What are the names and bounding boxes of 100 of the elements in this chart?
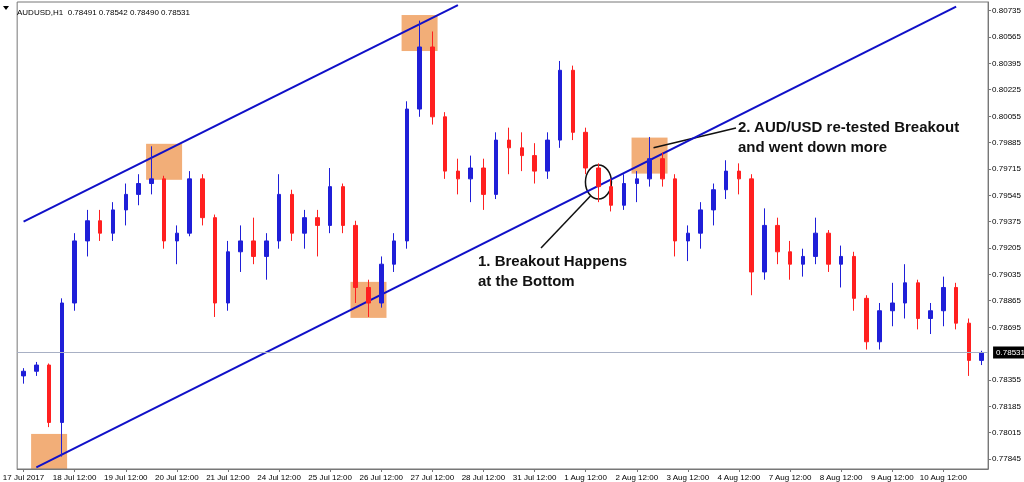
y-tick-label: 0.78185 bbox=[992, 401, 1022, 411]
candlestick bbox=[916, 279, 920, 330]
x-tick-label: 1 Aug 12:00 bbox=[564, 472, 608, 482]
candlestick bbox=[417, 20, 422, 118]
candlestick bbox=[890, 282, 895, 327]
candlestick bbox=[749, 173, 754, 296]
candlestick bbox=[826, 229, 831, 273]
candlestick bbox=[213, 214, 217, 318]
candlestick bbox=[238, 224, 243, 273]
candlestick bbox=[379, 255, 384, 309]
candlestick bbox=[647, 136, 652, 188]
y-tick-label: 0.80055 bbox=[992, 111, 1022, 121]
x-tick-label: 18 Jul 12:00 bbox=[52, 472, 97, 482]
x-tick-label: 7 Aug 12:00 bbox=[768, 472, 812, 482]
y-tick-label: 0.79375 bbox=[992, 217, 1022, 227]
candlestick bbox=[558, 60, 562, 149]
candlestick bbox=[583, 127, 588, 175]
y-tick-label: 0.79205 bbox=[992, 243, 1022, 253]
x-tick-label: 21 Jul 12:00 bbox=[206, 472, 251, 482]
annotation: 1. Breakout Happens at the Bottom bbox=[478, 251, 632, 289]
candlestick bbox=[468, 155, 473, 203]
x-tick-label: 9 Aug 12:00 bbox=[870, 472, 915, 482]
y-tick-label: 0.78695 bbox=[992, 322, 1022, 332]
candlestick bbox=[187, 170, 192, 237]
candlestick bbox=[609, 178, 613, 212]
candlestick bbox=[775, 217, 780, 265]
candlestick bbox=[366, 279, 371, 318]
annotation: 2. AUD/USD re-tested Breakout and went down more bbox=[738, 117, 964, 155]
candlestick bbox=[622, 173, 626, 211]
x-tick-label: 26 Jul 12:00 bbox=[359, 472, 404, 482]
candlestick bbox=[852, 251, 856, 312]
candlestick bbox=[175, 224, 179, 265]
candlestick bbox=[941, 276, 946, 327]
ref-line-label: 0.78531 bbox=[996, 347, 1024, 357]
candlestick bbox=[341, 183, 345, 234]
candlestick bbox=[711, 183, 716, 226]
candlestick bbox=[494, 131, 498, 200]
x-tick-label: 19 Jul 12:00 bbox=[103, 472, 149, 482]
y-tick-label: 0.79885 bbox=[992, 137, 1022, 147]
candlestick bbox=[788, 240, 792, 281]
candlestick bbox=[596, 162, 601, 203]
candlestick bbox=[34, 361, 39, 377]
candlestick bbox=[392, 232, 396, 273]
candlestick bbox=[124, 183, 128, 226]
candlestick bbox=[967, 318, 971, 377]
candlestick bbox=[801, 248, 805, 278]
candlestick bbox=[98, 209, 102, 242]
candlestick bbox=[315, 209, 320, 257]
candlestick bbox=[877, 302, 882, 351]
candlestick bbox=[520, 131, 524, 172]
candlestick bbox=[21, 367, 26, 385]
candlestick bbox=[864, 294, 869, 351]
candlestick bbox=[277, 173, 281, 250]
candlestick bbox=[813, 217, 818, 265]
x-tick-label: 27 Jul 12:00 bbox=[410, 472, 455, 482]
candlestick bbox=[762, 207, 767, 281]
y-tick-label: 0.80565 bbox=[992, 32, 1022, 42]
candlestick bbox=[353, 220, 358, 304]
x-tick-label: 17 Jul 2017 bbox=[2, 472, 45, 482]
x-tick-label: 2 Aug 12:00 bbox=[615, 472, 659, 482]
x-tick-label: 28 Jul 12:00 bbox=[461, 472, 506, 482]
candlestick bbox=[737, 162, 741, 195]
candlestick bbox=[328, 167, 332, 234]
candlestick bbox=[149, 145, 154, 195]
x-tick-label: 20 Jul 12:00 bbox=[155, 472, 200, 482]
candlestick bbox=[698, 201, 703, 250]
x-tick-label: 3 Aug 12:00 bbox=[666, 472, 710, 482]
candlestick bbox=[251, 217, 256, 265]
candlestick bbox=[47, 363, 51, 428]
candlestick bbox=[200, 173, 205, 226]
x-tick-label: 8 Aug 12:00 bbox=[819, 472, 864, 482]
y-tick-label: 0.79035 bbox=[992, 269, 1022, 279]
candlestick bbox=[111, 201, 115, 242]
y-tick-label: 0.77845 bbox=[992, 454, 1022, 464]
candlestick bbox=[456, 158, 460, 195]
candlestick bbox=[660, 152, 665, 188]
y-tick-label: 0.80735 bbox=[992, 6, 1022, 16]
y-tick-label: 0.80395 bbox=[992, 58, 1022, 68]
candlestick bbox=[903, 263, 907, 320]
y-tick-label: 0.79715 bbox=[992, 164, 1022, 174]
x-tick-label: 25 Jul 12:00 bbox=[308, 472, 353, 482]
candlestick bbox=[686, 224, 690, 262]
candlestick bbox=[443, 111, 447, 180]
text: AUDUSD,H1 0.78491 0.78542 0.78490 0.78531 bbox=[17, 7, 191, 17]
x-tick-label: 10 Aug 12:00 bbox=[919, 472, 968, 482]
candlestick bbox=[545, 131, 550, 180]
y-tick-label: 0.80225 bbox=[992, 85, 1022, 95]
candlestick bbox=[430, 30, 435, 126]
candlestick bbox=[290, 189, 294, 242]
candlestick bbox=[72, 232, 77, 312]
candlestick bbox=[928, 302, 933, 335]
y-tick-label: 0.78865 bbox=[992, 296, 1022, 306]
candlestick bbox=[571, 65, 575, 141]
candlestick bbox=[724, 159, 728, 200]
candlestick bbox=[673, 173, 677, 257]
candlestick bbox=[85, 209, 90, 257]
candlestick bbox=[532, 142, 537, 185]
candlestick bbox=[60, 297, 64, 458]
y-tick-label: 0.78015 bbox=[992, 428, 1022, 438]
candlestick bbox=[481, 158, 486, 211]
